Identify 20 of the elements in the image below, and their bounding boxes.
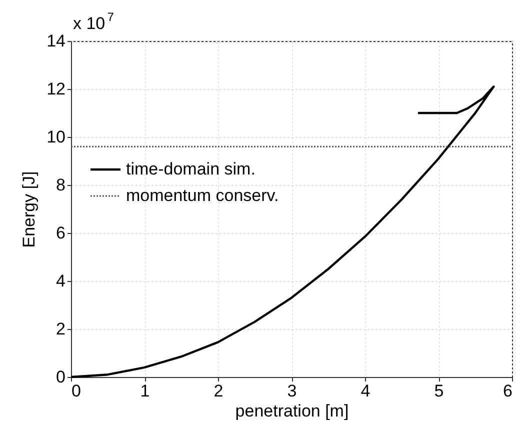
- x-tick-label: 1: [140, 382, 150, 400]
- x-tick-label: 3: [287, 382, 297, 400]
- x-tick-label: 6: [503, 382, 512, 400]
- y-tick-label: 8: [56, 176, 66, 194]
- y-tick-label: 10: [46, 128, 66, 146]
- legend-label: time-domain sim.: [126, 160, 256, 178]
- y-tick-label: 4: [56, 272, 66, 290]
- x-tick-label: 2: [214, 382, 224, 400]
- x-axis-title: penetration [m]: [235, 402, 349, 420]
- y-tick-label: 6: [56, 224, 66, 242]
- y-tick-label: 14: [46, 32, 66, 50]
- x-tick-label: 5: [434, 382, 444, 400]
- y-axis-title: Energy [J]: [20, 171, 39, 248]
- x-tick-label: 4: [360, 382, 370, 400]
- legend-label: momentum conserv.: [126, 186, 279, 205]
- x-tick-label: 0: [72, 382, 81, 400]
- y-tick-label: 2: [56, 320, 66, 338]
- y-tick-label: 0: [56, 368, 66, 386]
- line-series: [70, 86, 495, 378]
- y-tick-label: 12: [46, 80, 66, 98]
